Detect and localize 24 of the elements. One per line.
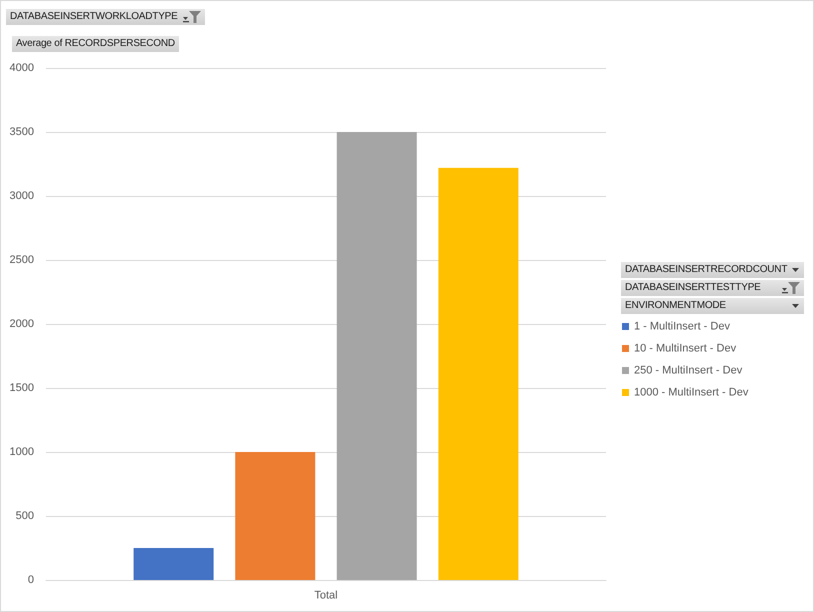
y-tick-label: 4000 xyxy=(10,62,34,74)
field-button: DATABASEINSERTWORKLOADTYPE xyxy=(6,9,205,25)
y-tick-label: 3000 xyxy=(10,190,34,202)
legend-label: 250 - MultiInsert - Dev xyxy=(634,364,743,376)
field-button: Average of RECORDSPERSECOND xyxy=(12,36,179,52)
bar xyxy=(438,168,518,580)
bar xyxy=(134,548,214,580)
y-tick-label: 1500 xyxy=(10,382,34,394)
y-tick-label: 1000 xyxy=(10,446,34,458)
y-tick-label: 2000 xyxy=(10,318,34,330)
field-button: ENVIRONMENTMODE xyxy=(621,298,804,314)
y-tick-label: 0 xyxy=(28,574,34,586)
bar xyxy=(336,132,417,580)
bar xyxy=(235,452,316,580)
y-tick-label: 3500 xyxy=(10,126,34,138)
x-tick-label: Total xyxy=(314,590,338,602)
legend-label: 1000 - MultiInsert - Dev xyxy=(634,386,749,398)
y-tick-label: 500 xyxy=(16,510,34,522)
field-button: DATABASEINSERTTESTTYPE xyxy=(621,280,804,296)
field-button: DATABASEINSERTRECORDCOUNT xyxy=(621,262,804,278)
legend-label: 1 - MultiInsert - Dev xyxy=(634,320,730,332)
y-axis-title: Average of RECORDSPERSECOND xyxy=(16,38,175,49)
y-tick-label: 2500 xyxy=(10,254,34,266)
legend-label: 10 - MultiInsert - Dev xyxy=(634,342,737,354)
